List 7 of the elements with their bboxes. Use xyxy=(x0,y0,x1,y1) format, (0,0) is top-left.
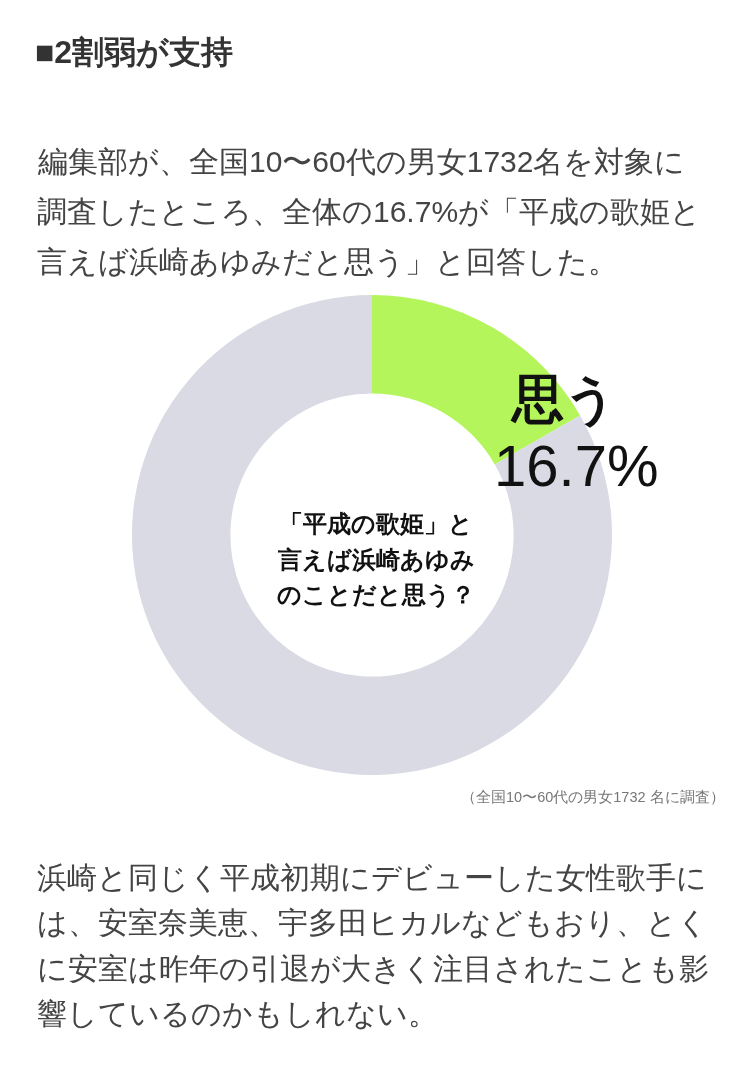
chart-title: ■2割弱が支持 xyxy=(35,34,234,71)
text: 浜崎と同じく平成初期にデビューした女性歌手には、安室奈美恵、宇多田ヒカルなどもおり、とくに安室は昨年の引退が大きく注目されたことも影響しているのかもしれない。 xyxy=(37,861,709,1030)
chart-subtitle: 編集部が、全国10〜60代の男女1732名を対象に調査したところ、全体の16.7%が「平成の歌姫と言えば浜崎あゆみだと思う」と回答した。 xyxy=(37,145,702,278)
data-label: 16.7% xyxy=(494,433,659,498)
text: 「平成の歌姫」と言えば浜崎あゆみのことだと思う？ xyxy=(277,510,475,609)
slice-label: 思う xyxy=(510,370,617,428)
text: （全国10〜60代の男女1732 名に調査） xyxy=(461,789,725,805)
